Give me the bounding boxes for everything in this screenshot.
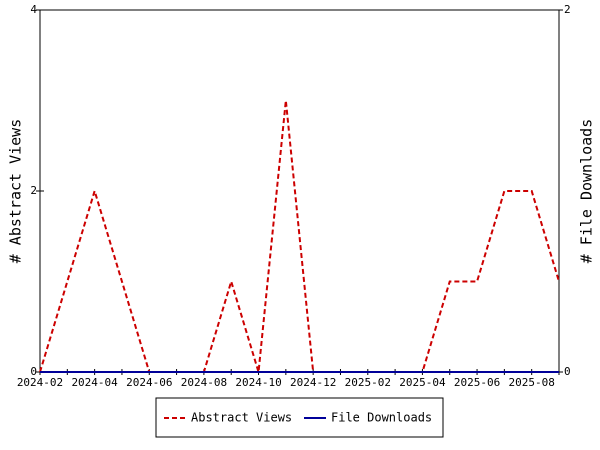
y2-tick-label: 0 — [564, 365, 571, 378]
y2-axis-label: # File Downloads — [578, 119, 596, 264]
x-tick-label: 2025-06 — [454, 376, 500, 389]
y-tick-label: 0 — [30, 365, 37, 378]
x-tick-label: 2024-10 — [235, 376, 281, 389]
legend-box — [155, 397, 444, 438]
y-tick-label: 2 — [30, 184, 37, 197]
legend-label: Abstract Views — [191, 411, 292, 425]
x-tick-label: 2024-12 — [290, 376, 336, 389]
x-tick-label: 2024-06 — [126, 376, 172, 389]
x-tick-label: 2025-08 — [509, 376, 555, 389]
x-tick-label: 2025-02 — [345, 376, 391, 389]
y-tick-label: 4 — [30, 3, 37, 16]
y-axis-label: # Abstract Views — [7, 119, 25, 264]
x-tick-label: 2025-04 — [399, 376, 446, 389]
x-tick-label: 2024-08 — [181, 376, 227, 389]
series-line — [39, 100, 560, 373]
y2-tick-label: 2 — [564, 3, 571, 16]
legend-label: File Downloads — [331, 411, 432, 425]
x-tick-label: 2024-02 — [17, 376, 63, 389]
x-tick-label: 2024-04 — [71, 376, 118, 389]
plot-frame — [39, 9, 560, 373]
